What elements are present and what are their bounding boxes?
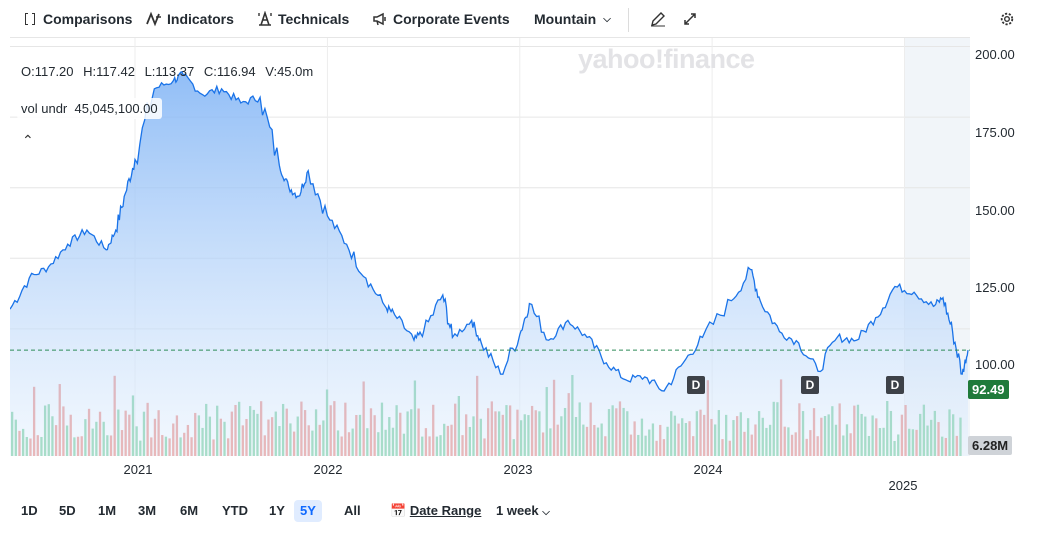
- corporate-events-label: Corporate Events: [393, 11, 510, 27]
- technicals-icon: [257, 10, 273, 27]
- close-value: C:116.94: [203, 64, 256, 79]
- gear-icon: [999, 11, 1015, 27]
- ohlc-readout: O:117.20 H:117.42 L:113.37 C:116.94 V:45…: [21, 64, 319, 79]
- date-range-button[interactable]: 📅 Date Range: [384, 500, 487, 522]
- open-value: O:117.20: [21, 64, 74, 79]
- range-ytd-button[interactable]: YTD: [222, 503, 248, 518]
- pencil-icon: [650, 11, 666, 27]
- y-tick: 200.00: [975, 47, 1015, 62]
- range-3m-button[interactable]: 3M: [138, 503, 157, 518]
- calendar-icon: 📅: [390, 503, 407, 518]
- x-tick: 2025: [888, 478, 918, 493]
- megaphone-icon: [372, 11, 388, 27]
- low-value: L:113.37: [144, 64, 195, 79]
- volume-value: V:45.0m: [265, 64, 314, 79]
- range-1d-button[interactable]: 1D: [21, 503, 38, 518]
- interval-dropdown[interactable]: 1 week ⌵: [490, 500, 556, 522]
- chevron-down-icon: ⌵: [542, 507, 550, 518]
- collapse-chevron-icon[interactable]: ⌃: [22, 132, 34, 148]
- range-selector: 1D 5D 1M 3M 6M YTD 1Y 5Y All 📅 Date Rang…: [0, 500, 1030, 524]
- last-volume-tag: 6.28M: [968, 436, 1013, 455]
- high-value: H:117.42: [83, 64, 135, 79]
- chart-type-dropdown[interactable]: Mountain ⌵: [534, 11, 611, 27]
- price-area-fill: [10, 71, 968, 456]
- technicals-label: Technicals: [278, 11, 350, 27]
- chart-area[interactable]: [10, 37, 970, 456]
- dividend-event-marker[interactable]: D: [801, 376, 819, 394]
- comparisons-button[interactable]: Comparisons: [22, 11, 132, 27]
- expand-icon: [682, 11, 698, 27]
- vol-undr-readout: vol undr 45,045,100.00: [17, 98, 162, 119]
- x-tick: 2024: [693, 462, 723, 477]
- last-price-tag: 92.49: [968, 380, 1009, 399]
- range-1y-button[interactable]: 1Y: [269, 503, 285, 518]
- chevron-down-icon: ⌵: [603, 13, 611, 25]
- dividend-event-marker[interactable]: D: [886, 376, 904, 394]
- price-chart-svg[interactable]: [10, 38, 970, 456]
- indicators-button[interactable]: Indicators: [146, 11, 234, 27]
- y-tick: 175.00: [975, 125, 1015, 140]
- indicators-label: Indicators: [167, 11, 234, 27]
- chart-type-label: Mountain: [534, 11, 597, 27]
- draw-button[interactable]: [650, 11, 666, 27]
- comparisons-icon: [22, 11, 38, 27]
- yahoo-finance-watermark: yahoo!finance: [578, 44, 755, 74]
- vol-undr-label: vol undr: [21, 101, 68, 116]
- vol-undr-value: 45,045,100.00: [74, 101, 158, 116]
- range-5y-button[interactable]: 5Y: [294, 500, 322, 522]
- range-5d-button[interactable]: 5D: [59, 503, 76, 518]
- corporate-events-button[interactable]: Corporate Events: [372, 11, 510, 27]
- x-tick: 2023: [503, 462, 533, 477]
- interval-label: 1 week: [496, 503, 539, 518]
- range-1m-button[interactable]: 1M: [98, 503, 117, 518]
- y-tick: 150.00: [975, 203, 1015, 218]
- range-6m-button[interactable]: 6M: [180, 503, 199, 518]
- technicals-button[interactable]: Technicals: [257, 10, 350, 27]
- y-tick: 125.00: [975, 280, 1015, 295]
- price-line: [10, 70, 969, 392]
- indicators-icon: [146, 11, 162, 27]
- x-tick: 2022: [313, 462, 343, 477]
- chart-toolbar: Comparisons Indicators Technicals Corpor…: [0, 0, 1030, 40]
- fullscreen-button[interactable]: [682, 11, 698, 27]
- range-all-button[interactable]: All: [344, 503, 361, 518]
- dividend-event-marker[interactable]: D: [687, 376, 705, 394]
- settings-button[interactable]: [999, 11, 1015, 27]
- x-tick: 2021: [123, 462, 153, 477]
- toolbar-divider: [628, 8, 629, 32]
- y-tick: 100.00: [975, 357, 1015, 372]
- date-range-label: Date Range: [409, 503, 482, 518]
- comparisons-label: Comparisons: [43, 11, 133, 27]
